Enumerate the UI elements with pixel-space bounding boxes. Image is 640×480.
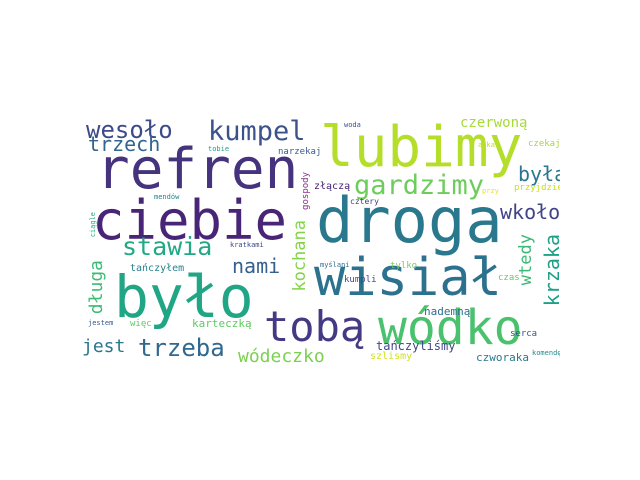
word-gardzimy: gardzimy <box>354 170 485 201</box>
word-ciagle: ciągle <box>89 212 97 238</box>
word-wisial: wisiał <box>314 248 502 308</box>
word-krzaka: krzaka <box>540 234 560 307</box>
word-woda: woda <box>344 121 361 129</box>
word-wodko: wódko <box>378 300 523 356</box>
word-mendow: mendów <box>154 193 180 201</box>
word-lubimy: lubimy <box>320 115 523 180</box>
word-czworaka: czworaka <box>476 351 529 364</box>
word-cloud: refren ciebie było lubimy droga wisiał w… <box>80 110 560 370</box>
word-anka: anka <box>478 141 495 149</box>
word-tobie: tobie <box>208 145 230 153</box>
word-czerwona: czerwoną <box>460 115 528 131</box>
word-bylo: było <box>114 263 254 331</box>
word-kochana: kochana <box>290 220 310 292</box>
word-narzekaj: narzekaj <box>278 147 322 157</box>
word-cztery: cztery <box>350 197 379 206</box>
word-tylko: tylko <box>390 261 418 271</box>
word-wodeczko: wódeczko <box>238 346 325 367</box>
word-szlismy: szlismy <box>370 351 413 362</box>
word-zlacza: złączą <box>314 181 351 192</box>
word-ciebie: ciebie <box>92 189 288 252</box>
word-dluga: długa <box>86 260 107 315</box>
word-kumpel: kumpel <box>208 116 306 147</box>
word-wiec: więc <box>130 319 152 329</box>
word-droga: droga <box>316 184 503 257</box>
word-tanczylismy: tańczyliśmy <box>376 339 456 353</box>
word-przyjdzie: przyjdzie <box>514 183 560 193</box>
word-komende: komendę <box>532 349 560 357</box>
word-czekaj: czekaj <box>528 139 560 149</box>
word-wkolo: wkoło <box>500 200 560 224</box>
word-trzeba: trzeba <box>138 334 225 362</box>
word-jest: jest <box>82 336 126 357</box>
word-przy: przy <box>482 187 499 195</box>
word-nami: nami <box>232 254 281 278</box>
word-tanczylem: tańczyłem <box>130 263 185 274</box>
word-kratkami: kratkami <box>230 241 264 249</box>
word-myslani: myślani <box>320 261 350 269</box>
word-nademna: nademną <box>424 305 471 318</box>
word-toba: tobą <box>264 302 366 351</box>
word-byla: była <box>518 162 560 186</box>
word-serca: serca <box>510 329 538 339</box>
word-kumpli: kumpli <box>344 275 377 285</box>
word-karteczka: karteczką <box>192 317 252 330</box>
word-wtedy: wtedy <box>516 234 536 286</box>
word-czas: czas <box>498 273 520 283</box>
word-stawia: stawia <box>122 232 213 261</box>
word-jestem: jestem <box>88 319 114 327</box>
word-wesolo: wesoło <box>86 116 173 144</box>
word-gospody: gospody <box>301 172 311 210</box>
word-trzech: trzech <box>88 132 161 156</box>
word-refren: refren <box>96 137 299 202</box>
